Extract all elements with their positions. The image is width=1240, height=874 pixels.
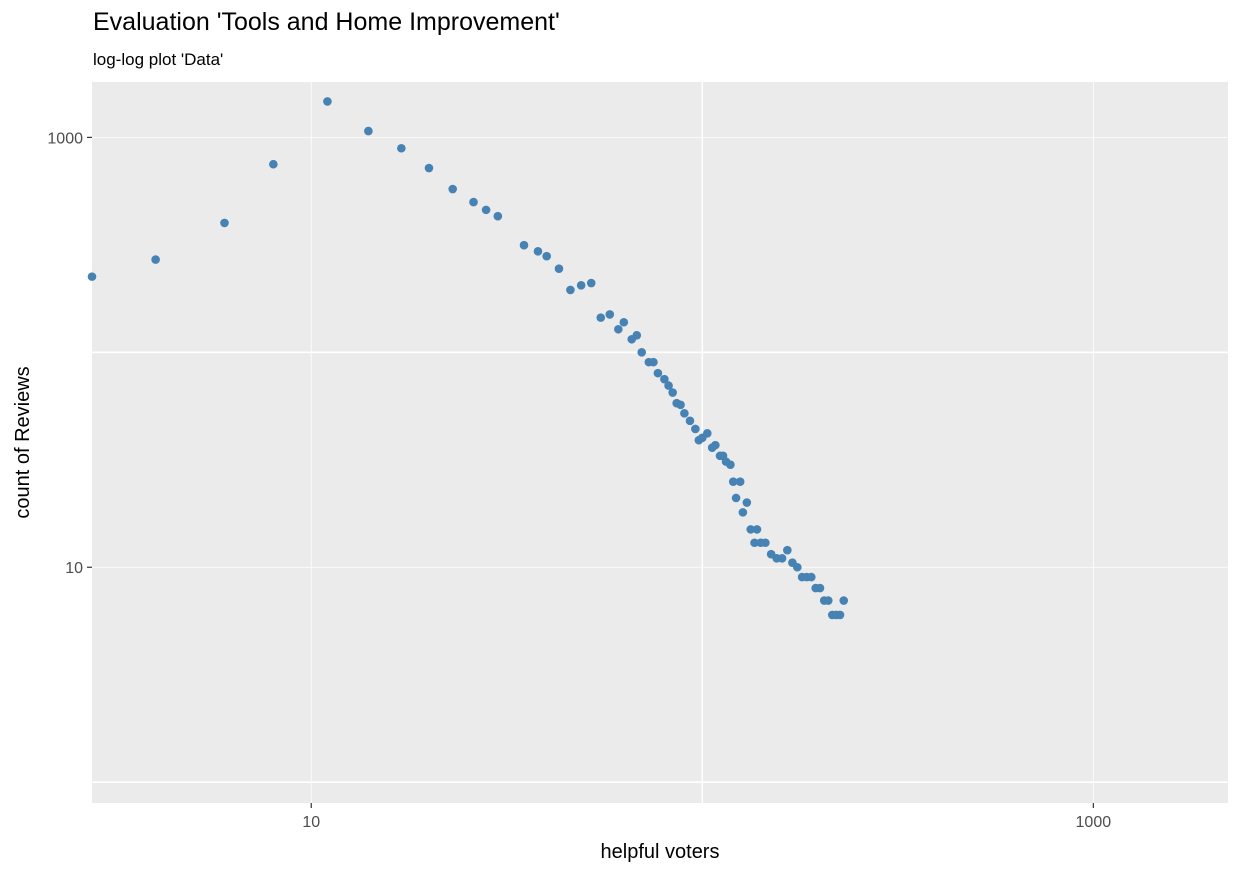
y-tick-label: 1000 [47, 130, 83, 147]
data-point [576, 281, 586, 290]
data-point [533, 247, 543, 256]
data-point [839, 596, 849, 605]
x-tick-label: 1000 [1076, 814, 1112, 831]
data-point [823, 596, 833, 605]
data-point [731, 493, 741, 503]
data-point [777, 554, 787, 563]
data-point [632, 330, 642, 340]
data-point [87, 272, 97, 281]
data-point [364, 126, 373, 136]
data-point [835, 610, 845, 620]
chart-subtitle: log-log plot 'Data' [93, 50, 224, 69]
data-point [742, 498, 752, 507]
data-point [566, 285, 575, 295]
data-point [220, 218, 229, 228]
data-point [519, 240, 529, 250]
data-point [614, 324, 623, 334]
data-point [691, 424, 700, 434]
y-tick-label: 10 [65, 560, 83, 577]
data-point [619, 317, 629, 327]
data-point [806, 572, 816, 582]
data-point [605, 310, 615, 319]
data-point [738, 508, 748, 517]
data-point [637, 348, 647, 357]
data-point [750, 538, 759, 548]
x-axis-ticks: 10 1000 [302, 803, 1111, 831]
data-point [542, 251, 551, 261]
data-point [586, 278, 596, 288]
data-point [481, 205, 491, 215]
data-point [685, 416, 695, 426]
data-point [728, 477, 738, 487]
data-point [469, 197, 478, 207]
data-point [668, 388, 677, 397]
data-point [676, 400, 685, 410]
data-point [397, 143, 406, 153]
data-point [783, 545, 792, 555]
data-point [554, 264, 564, 273]
data-point [269, 159, 278, 169]
data-point [151, 255, 160, 264]
plot-panel [92, 82, 1228, 803]
data-point [735, 477, 745, 487]
data-point [649, 357, 658, 367]
y-axis-ticks: 10 1000 [47, 130, 92, 577]
data-point [323, 97, 332, 106]
data-point [448, 184, 457, 194]
data-point [746, 525, 756, 534]
data-point [660, 374, 669, 384]
y-axis-title: count of Reviews [12, 366, 34, 518]
x-tick-label: 10 [302, 814, 320, 831]
data-point [653, 368, 663, 378]
data-point [752, 525, 762, 534]
data-point [680, 409, 689, 418]
data-point [703, 428, 712, 438]
chart-title: Evaluation 'Tools and Home Improvement' [93, 8, 560, 36]
data-point [664, 381, 673, 390]
data-point [711, 440, 720, 450]
x-axis-title: helpful voters [601, 841, 720, 863]
data-point [596, 313, 606, 322]
data-point [761, 538, 770, 548]
data-points [87, 97, 849, 620]
data-point [726, 460, 735, 469]
data-point [424, 163, 434, 173]
data-point [793, 562, 802, 572]
data-point [815, 583, 825, 593]
data-point [493, 211, 503, 221]
